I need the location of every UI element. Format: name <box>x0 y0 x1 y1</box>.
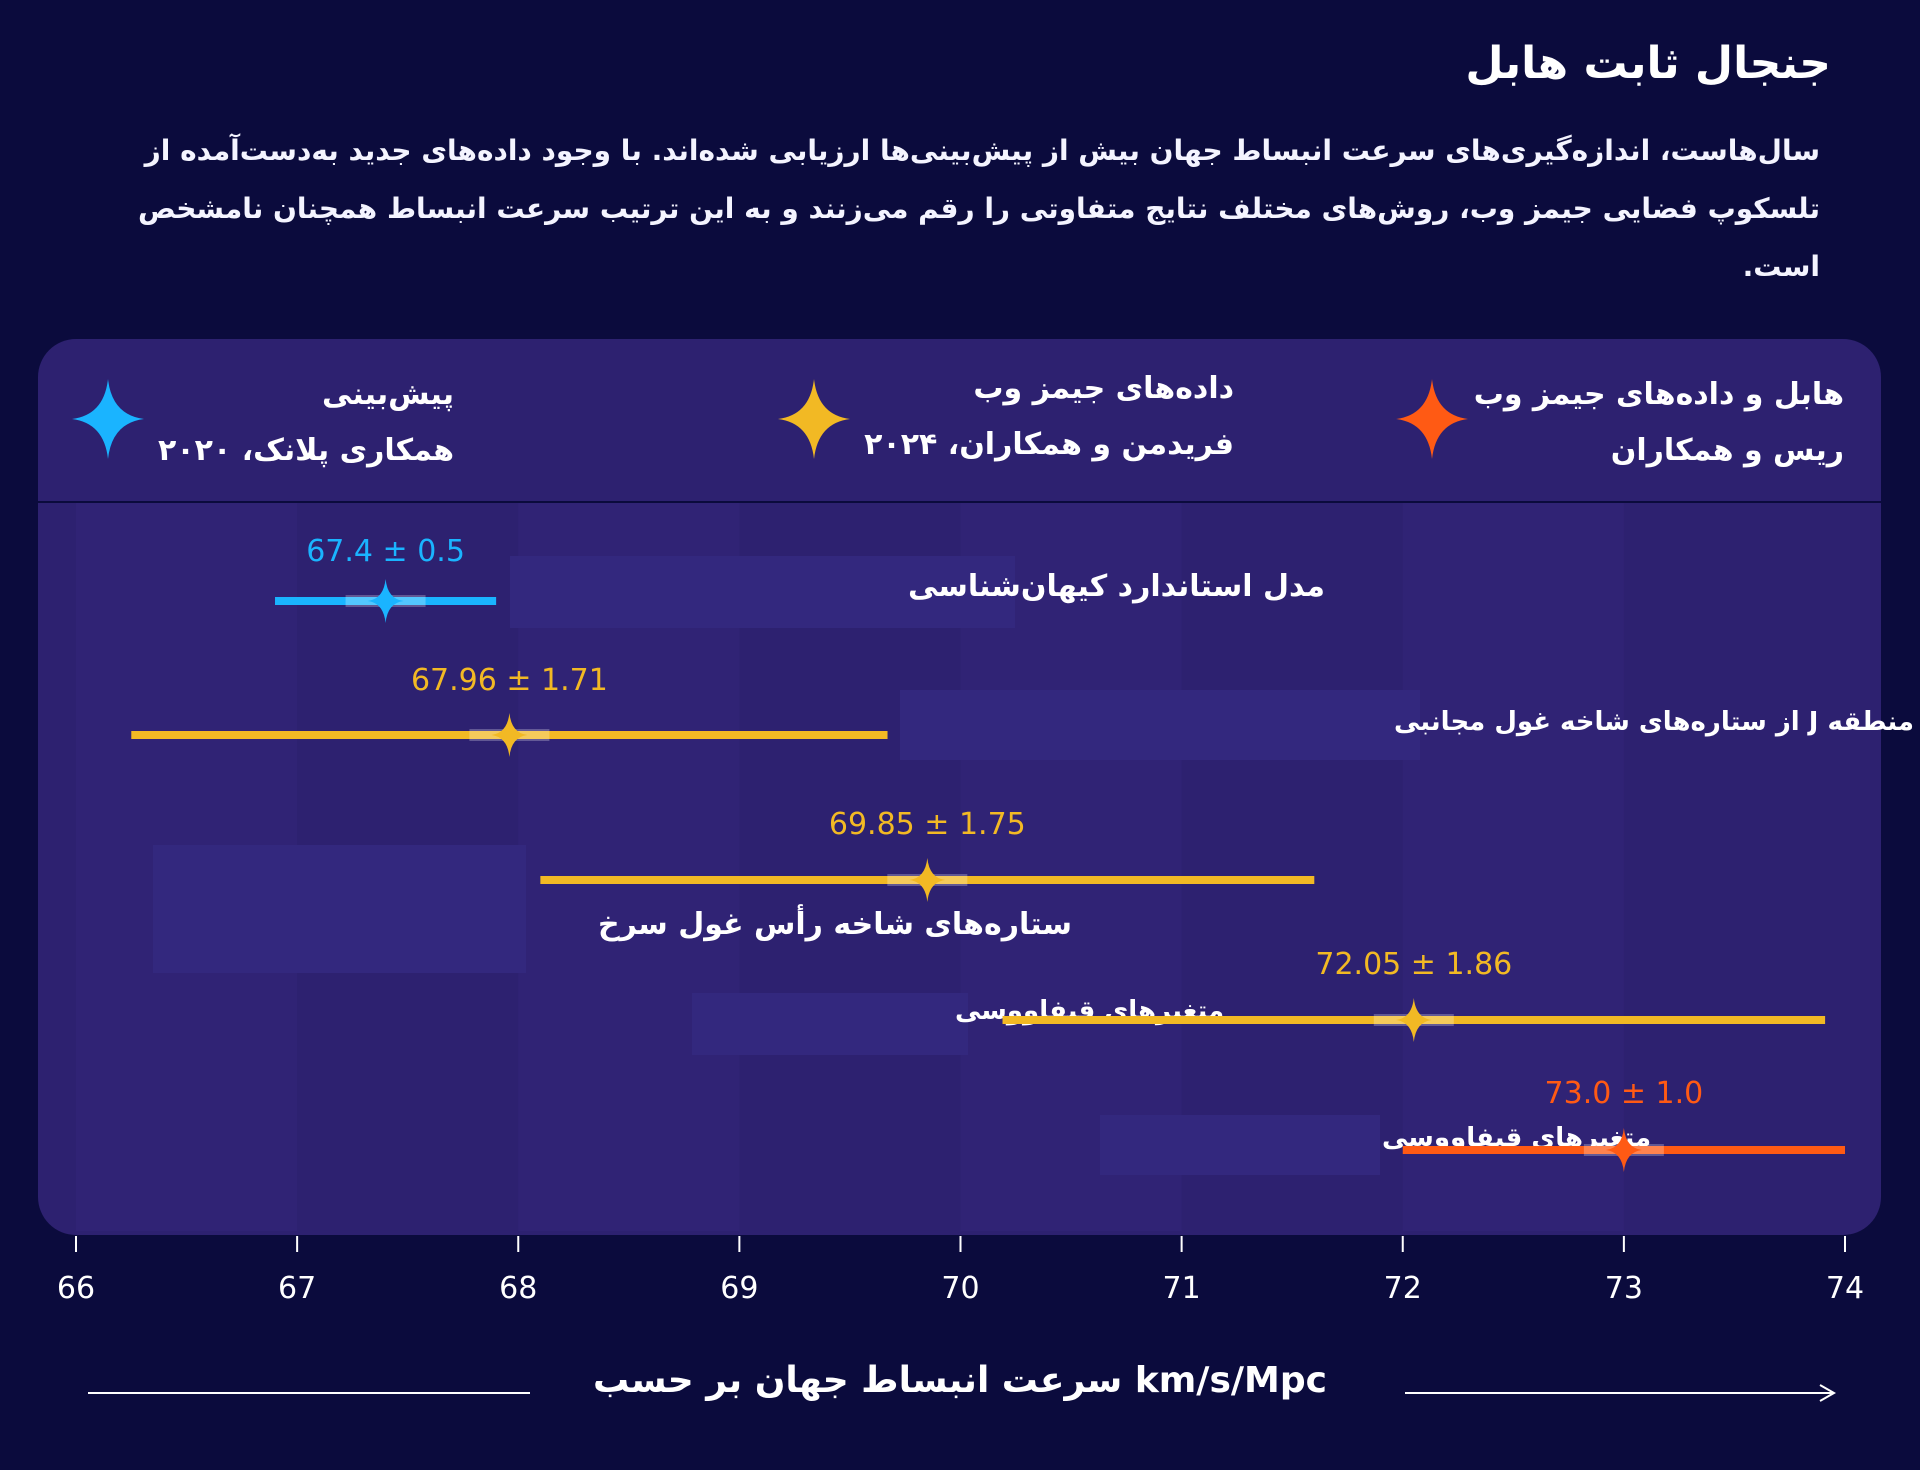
x-tick-label: 69 <box>720 1271 758 1306</box>
value-label: 67.96 ± 1.71 <box>411 663 608 698</box>
data-point-star <box>1605 1128 1642 1172</box>
star-blue-icon <box>72 379 144 459</box>
x-tick-label: 74 <box>1826 1271 1864 1306</box>
x-tick-label: 70 <box>941 1271 979 1306</box>
legend-riess-label: هابل و داده‌های جیمز وب ریس و همکاران <box>1474 367 1844 479</box>
x-axis-title: km/s/Mpc سرعت انبساط جهان بر حسب <box>593 1360 1327 1401</box>
x-tick-label: 66 <box>57 1271 95 1306</box>
x-tick-label: 71 <box>1163 1271 1201 1306</box>
star-yellow-icon <box>778 379 850 459</box>
data-point-star <box>909 858 946 902</box>
method-label-box <box>510 556 1015 628</box>
legend-freedman-line1: داده‌های جیمز وب <box>973 371 1234 406</box>
x-tick-label: 73 <box>1605 1271 1643 1306</box>
grid-band <box>1402 503 1624 1231</box>
legend: هابل و داده‌های جیمز وب ریس و همکاران دا… <box>38 339 1881 503</box>
legend-freedman-line2: فریدمن و همکاران، ۲۰۲۴ <box>864 427 1234 462</box>
x-tick-label: 72 <box>1384 1271 1422 1306</box>
method-label-box <box>900 690 1420 760</box>
x-tick-label: 68 <box>499 1271 537 1306</box>
value-label: 67.4 ± 0.5 <box>306 534 465 569</box>
legend-planck-line1: پیش‌بینی <box>321 377 454 412</box>
method-label: مدل استاندارد کیهان‌شناسی <box>908 569 1325 604</box>
subtitle: سال‌هاست، اندازه‌گیری‌های سرعت انبساط جه… <box>60 122 1820 296</box>
legend-item-freedman: داده‌های جیمز وب فریدمن و همکاران، ۲۰۲۴ <box>738 339 1258 501</box>
x-tick-label: 67 <box>278 1271 316 1306</box>
page-title: جنجال ثابت هابل <box>1465 38 1831 89</box>
legend-planck-label: پیش‌بینی همکاری پلانک، ۲۰۲۰ <box>158 367 454 479</box>
subtitle-line-1: سال‌هاست، اندازه‌گیری‌های سرعت انبساط جه… <box>144 134 1820 167</box>
legend-item-riess: هابل و داده‌های جیمز وب ریس و همکاران <box>1358 339 1868 501</box>
method-label-box <box>153 845 526 973</box>
legend-freedman-label: داده‌های جیمز وب فریدمن و همکاران، ۲۰۲۴ <box>864 361 1234 473</box>
data-point-star <box>367 579 404 623</box>
legend-riess-line1: هابل و داده‌های جیمز وب <box>1473 377 1844 412</box>
method-label: منطقه J از ستاره‌های شاخه غول مجانبی <box>1394 707 1914 737</box>
subtitle-line-2: تلسکوپ فضایی جیمز وب، روش‌های مختلف نتای… <box>138 192 1820 283</box>
legend-planck-line2: همکاری پلانک، ۲۰۲۰ <box>158 433 454 468</box>
legend-item-planck: پیش‌بینی همکاری پلانک، ۲۰۲۰ <box>38 339 538 501</box>
data-point-star <box>491 713 528 757</box>
data-point-star <box>1395 998 1432 1042</box>
value-label: 69.85 ± 1.75 <box>829 807 1026 842</box>
value-label: 73.0 ± 1.0 <box>1545 1076 1704 1111</box>
method-label: ستاره‌های شاخه رأس غول سرخ <box>598 904 1072 942</box>
axis-arrowhead <box>1819 1384 1837 1402</box>
method-label-box <box>1100 1115 1380 1175</box>
star-orange-icon <box>1396 379 1468 459</box>
method-label-box <box>692 993 968 1055</box>
value-label: 72.05 ± 1.86 <box>1315 947 1512 982</box>
legend-riess-line2: ریس و همکاران <box>1610 433 1844 468</box>
